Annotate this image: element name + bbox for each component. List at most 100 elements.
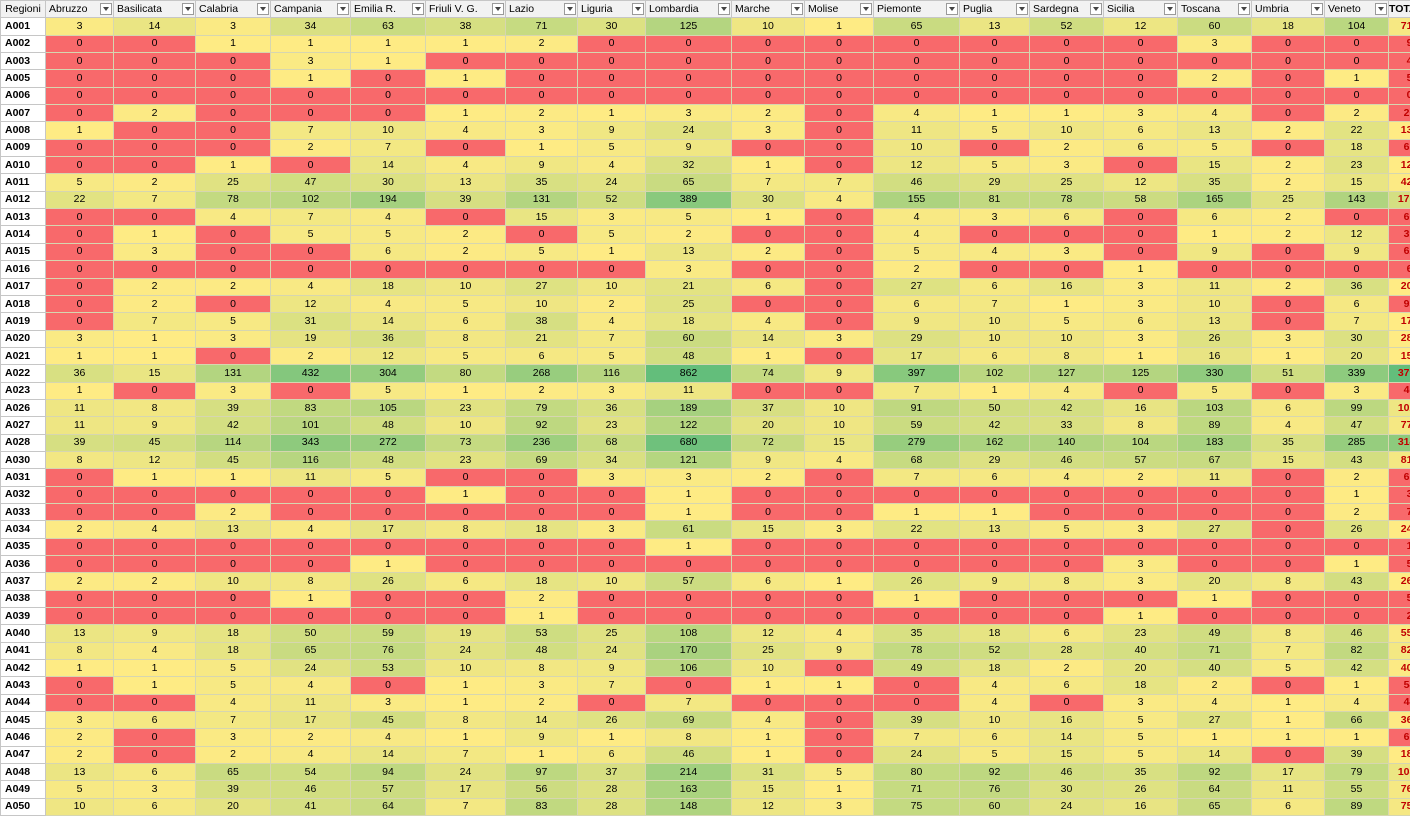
table-row: A04211524531089106100491822040542403 — [1, 660, 1410, 677]
filter-dropdown-icon[interactable] — [492, 3, 504, 15]
value-cell: 18 — [960, 625, 1030, 642]
value-cell: 4 — [874, 105, 960, 122]
total-cell: 3 — [1389, 486, 1410, 503]
filter-dropdown-icon[interactable] — [860, 3, 872, 15]
value-cell: 0 — [805, 556, 874, 573]
value-cell: 1 — [351, 53, 426, 70]
value-cell: 64 — [351, 798, 426, 815]
filter-dropdown-icon[interactable] — [1090, 3, 1102, 15]
value-cell: 22 — [46, 191, 114, 208]
filter-dropdown-icon[interactable] — [182, 3, 194, 15]
filter-dropdown-icon[interactable] — [257, 3, 269, 15]
filter-dropdown-icon[interactable] — [337, 3, 349, 15]
value-cell: 1 — [426, 486, 506, 503]
filter-dropdown-icon[interactable] — [100, 3, 112, 15]
value-cell: 0 — [646, 53, 732, 70]
value-cell: 1 — [426, 729, 506, 746]
filter-dropdown-icon[interactable] — [791, 3, 803, 15]
filter-dropdown-icon[interactable] — [1311, 3, 1323, 15]
value-cell: 131 — [506, 191, 578, 208]
value-cell: 3 — [578, 382, 646, 399]
value-cell: 0 — [506, 469, 578, 486]
value-cell: 48 — [351, 451, 426, 468]
value-cell: 0 — [46, 694, 114, 711]
value-cell: 4 — [1252, 417, 1325, 434]
value-cell: 4 — [578, 157, 646, 174]
table-row: A049533946571756281631517176302664115576… — [1, 781, 1410, 798]
column-header-label: Piemonte — [877, 3, 921, 15]
value-cell: 0 — [805, 209, 874, 226]
total-cell: 177 — [1389, 313, 1410, 330]
value-cell: 0 — [46, 313, 114, 330]
value-cell: 7 — [351, 139, 426, 156]
value-cell: 1 — [874, 590, 960, 607]
value-cell: 0 — [805, 35, 874, 52]
value-cell: 1 — [271, 70, 351, 87]
value-cell: 39 — [196, 399, 271, 416]
value-cell: 9 — [578, 122, 646, 139]
value-cell: 12 — [114, 451, 196, 468]
value-cell: 0 — [1252, 521, 1325, 538]
value-cell: 53 — [506, 625, 578, 642]
filter-dropdown-icon[interactable] — [1016, 3, 1028, 15]
value-cell: 14 — [351, 157, 426, 174]
value-cell: 34 — [578, 451, 646, 468]
value-cell: 0 — [1104, 209, 1178, 226]
value-cell: 13 — [426, 174, 506, 191]
filter-dropdown-icon[interactable] — [632, 3, 644, 15]
value-cell: 11 — [1252, 781, 1325, 798]
value-cell: 4 — [196, 209, 271, 226]
filter-dropdown-icon[interactable] — [1164, 3, 1176, 15]
filter-dropdown-icon[interactable] — [564, 3, 576, 15]
total-cell: 5 — [1389, 556, 1410, 573]
value-cell: 0 — [960, 35, 1030, 52]
value-cell: 0 — [1252, 556, 1325, 573]
value-cell: 42 — [960, 417, 1030, 434]
value-cell: 6 — [874, 295, 960, 312]
value-cell: 2 — [114, 295, 196, 312]
value-cell: 343 — [271, 434, 351, 451]
value-cell: 6 — [1104, 122, 1178, 139]
value-cell: 1 — [732, 209, 805, 226]
value-cell: 23 — [1104, 625, 1178, 642]
total-cell: 46 — [1389, 382, 1410, 399]
value-cell: 80 — [874, 764, 960, 781]
value-cell: 4 — [196, 694, 271, 711]
value-cell: 0 — [114, 382, 196, 399]
value-cell: 15 — [1178, 157, 1252, 174]
value-cell: 0 — [578, 70, 646, 87]
table-row: A0330020000010011000027 — [1, 503, 1410, 520]
filter-dropdown-icon[interactable] — [946, 3, 958, 15]
filter-dropdown-icon[interactable] — [1238, 3, 1250, 15]
value-cell: 0 — [646, 87, 732, 104]
value-cell: 0 — [271, 105, 351, 122]
value-cell: 2 — [1030, 660, 1104, 677]
value-cell: 0 — [1325, 209, 1389, 226]
value-cell: 2 — [426, 243, 506, 260]
row-code: A031 — [1, 469, 46, 486]
value-cell: 101 — [271, 417, 351, 434]
filter-dropdown-icon[interactable] — [412, 3, 424, 15]
value-cell: 3 — [271, 53, 351, 70]
table-row: A0350000000010000000001 — [1, 538, 1410, 555]
value-cell: 24 — [874, 746, 960, 763]
value-cell: 3 — [1104, 573, 1178, 590]
value-cell: 0 — [1252, 70, 1325, 87]
value-cell: 0 — [196, 105, 271, 122]
table-row: A043015401370110461820154 — [1, 677, 1410, 694]
value-cell: 2 — [114, 278, 196, 295]
value-cell: 0 — [46, 295, 114, 312]
filter-dropdown-icon[interactable] — [1375, 3, 1387, 15]
filter-dropdown-icon[interactable] — [718, 3, 730, 15]
value-cell: 0 — [114, 608, 196, 625]
value-cell: 4 — [271, 521, 351, 538]
value-cell: 0 — [506, 538, 578, 555]
value-cell: 0 — [1178, 608, 1252, 625]
value-cell: 10 — [46, 798, 114, 815]
value-cell: 0 — [114, 122, 196, 139]
value-cell: 83 — [506, 798, 578, 815]
value-cell: 0 — [805, 347, 874, 364]
value-cell: 0 — [805, 746, 874, 763]
value-cell: 0 — [46, 486, 114, 503]
value-cell: 0 — [646, 677, 732, 694]
